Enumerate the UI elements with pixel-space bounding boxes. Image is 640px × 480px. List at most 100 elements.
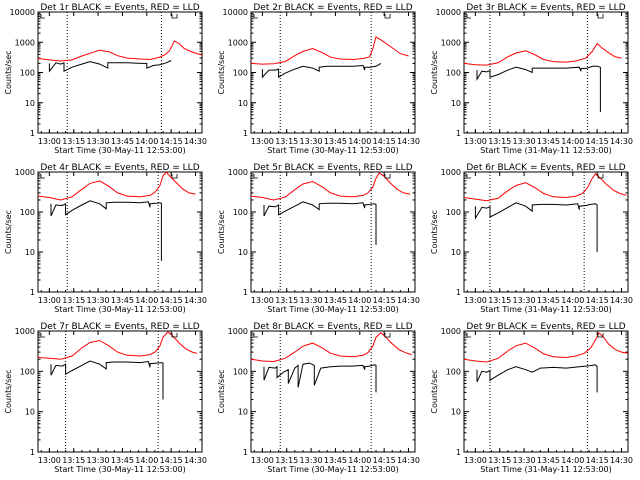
corner-mark: [253, 333, 258, 338]
y-axis-label: Counts/sec: [217, 369, 226, 413]
y-tick-label: 10: [25, 248, 35, 257]
x-tick-label: 13:30: [87, 296, 110, 305]
plot-frame: [250, 11, 416, 134]
x-tick-label: 13:30: [300, 456, 323, 465]
y-axis-label: Counts/sec: [217, 50, 226, 94]
x-tick-label: 14:00: [348, 296, 371, 305]
panel-3: 13:00 13:15 13:30 13:45 14:00 14:15 14:30 1 10 10…: [430, 3, 633, 155]
series-line-black: [474, 202, 598, 252]
y-tick-label: 1000: [441, 38, 461, 47]
x-tick-label: 13:45: [537, 137, 560, 146]
y-tick-label: 10: [451, 408, 461, 417]
series-line-black: [263, 362, 377, 393]
x-axis-label: Start Time (30-May-11 12:53:00): [267, 305, 398, 314]
x-tick-label: 14:00: [348, 137, 371, 146]
x-tick-label: 13:00: [251, 137, 274, 146]
y-tick-label: 10: [451, 99, 461, 108]
x-tick-label: 14:15: [586, 137, 609, 146]
panel-8: 13:00 13:15 13:30 13:45 14:00 14:15 14:30 1 10 10…: [217, 322, 420, 474]
panel-title: Det 1r BLACK = Events, RED = LLD: [40, 3, 199, 13]
x-tick-label: 14:00: [561, 137, 584, 146]
x-tick-label: 13:00: [38, 296, 61, 305]
y-tick-label: 10000: [10, 8, 35, 17]
corner-mark: [253, 14, 258, 19]
x-tick-label: 13:15: [275, 137, 298, 146]
panel-title: Det 8r BLACK = Events, RED = LLD: [253, 322, 412, 332]
y-tick-label: 100: [233, 69, 248, 78]
y-tick-label: 10: [25, 99, 35, 108]
x-tick-label: 14:00: [348, 456, 371, 465]
x-tick-label: 13:15: [275, 296, 298, 305]
y-axis-label: Counts/sec: [4, 369, 13, 413]
x-tick-label: 13:30: [300, 296, 323, 305]
x-tick-label: 13:00: [464, 137, 487, 146]
x-tick-label: 14:15: [160, 456, 183, 465]
y-tick-label: 1: [30, 129, 35, 138]
y-tick-label: 100: [20, 208, 35, 217]
x-tick-label: 14:30: [397, 456, 420, 465]
x-tick-label: 13:45: [111, 296, 134, 305]
series-line-red: [251, 36, 409, 65]
plot-frame: [37, 330, 203, 453]
plot-frame: [250, 330, 416, 453]
x-axis-label: Start Time (31-May-11 12:53:00): [480, 465, 611, 474]
y-tick-label: 10000: [223, 8, 248, 17]
corner-mark: [171, 14, 178, 19]
y-tick-label: 1000: [15, 327, 35, 336]
y-tick-label: 100: [446, 69, 461, 78]
x-tick-label: 14:30: [184, 456, 207, 465]
x-tick-label: 13:00: [38, 137, 61, 146]
panel-title: Det 3r BLACK = Events, RED = LLD: [466, 3, 625, 13]
y-tick-label: 100: [233, 208, 248, 217]
x-tick-label: 13:30: [513, 456, 536, 465]
x-tick-label: 13:30: [513, 296, 536, 305]
x-tick-label: 14:30: [397, 296, 420, 305]
y-tick-label: 100: [446, 208, 461, 217]
x-tick-label: 14:15: [373, 456, 396, 465]
x-tick-label: 13:00: [464, 456, 487, 465]
y-tick-label: 100: [233, 367, 248, 376]
panel-title: Det 9r BLACK = Events, RED = LLD: [466, 322, 625, 332]
x-tick-label: 13:00: [251, 456, 274, 465]
x-tick-label: 14:30: [397, 137, 420, 146]
x-tick-label: 13:00: [251, 296, 274, 305]
series-line-black: [50, 200, 162, 261]
x-tick-label: 13:30: [87, 137, 110, 146]
y-tick-label: 1: [243, 288, 248, 297]
x-tick-label: 13:15: [488, 456, 511, 465]
y-tick-label: 10: [451, 248, 461, 257]
corner-mark: [40, 333, 45, 338]
x-tick-label: 13:15: [62, 137, 85, 146]
y-tick-label: 1000: [228, 168, 248, 177]
panel-title: Det 5r BLACK = Events, RED = LLD: [253, 163, 412, 173]
y-tick-label: 1: [456, 288, 461, 297]
x-tick-label: 13:00: [464, 296, 487, 305]
x-tick-label: 13:30: [300, 137, 323, 146]
x-tick-label: 13:15: [488, 296, 511, 305]
corner-mark: [40, 174, 45, 179]
series-line-black: [50, 360, 164, 400]
x-tick-label: 14:00: [135, 296, 158, 305]
x-axis-label: Start Time (31-May-11 12:53:00): [480, 305, 611, 314]
y-tick-label: 1: [456, 129, 461, 138]
y-tick-label: 1000: [228, 327, 248, 336]
y-axis-label: Counts/sec: [430, 50, 439, 94]
corner-mark: [384, 14, 391, 19]
x-tick-label: 14:30: [610, 296, 633, 305]
plot-frame: [37, 171, 203, 293]
x-tick-label: 13:15: [62, 456, 85, 465]
x-tick-label: 14:30: [610, 137, 633, 146]
plot-frame: [250, 171, 416, 293]
corner-mark: [597, 333, 604, 338]
x-tick-label: 14:30: [610, 456, 633, 465]
panel-title: Det 7r BLACK = Events, RED = LLD: [40, 322, 199, 332]
x-tick-label: 14:15: [160, 296, 183, 305]
panel-title: Det 6r BLACK = Events, RED = LLD: [466, 163, 625, 173]
corner-mark: [253, 174, 258, 179]
x-tick-label: 14:30: [184, 296, 207, 305]
y-tick-label: 10: [25, 408, 35, 417]
panel-2: 13:00 13:15 13:30 13:45 14:00 14:15 14:30 1 10 10…: [217, 3, 420, 155]
x-tick-label: 14:15: [373, 296, 396, 305]
corner-mark: [466, 174, 471, 179]
